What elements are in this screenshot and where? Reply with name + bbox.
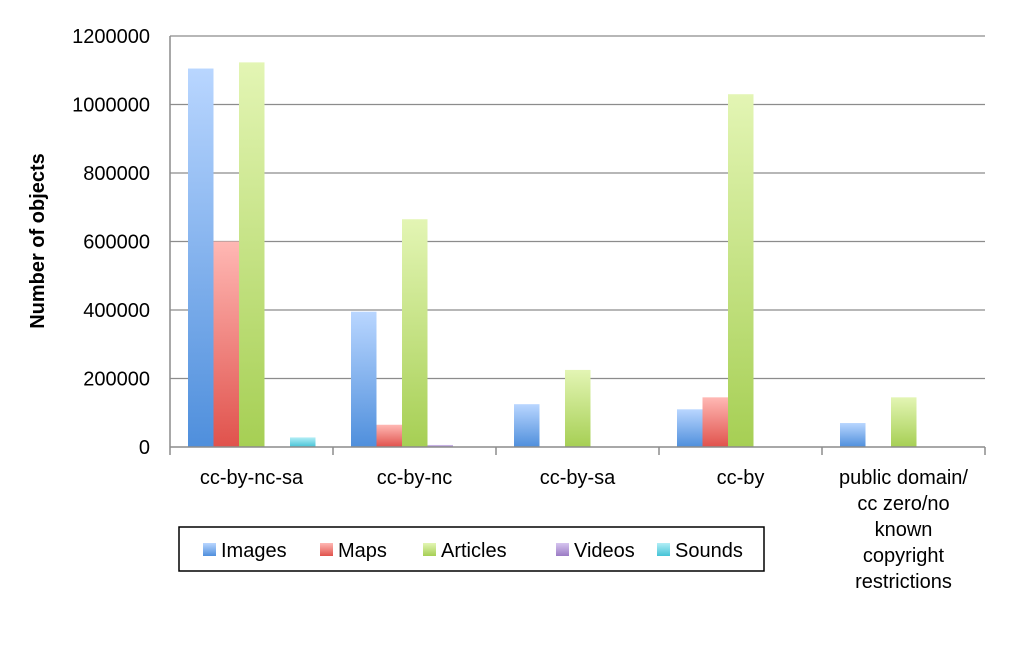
y-tick-label: 0: [139, 437, 150, 459]
gridlines: [170, 35, 985, 380]
legend-swatch: [203, 543, 216, 556]
y-tick-label: 1000000: [72, 95, 150, 117]
legend-swatch: [657, 543, 670, 556]
x-axis: cc-by-nc-sa cc-by-nc cc-by-sa cc-by public d…: [169, 36, 986, 593]
y-tick-label: 400000: [83, 300, 150, 322]
legend-swatch: [320, 543, 333, 556]
y-tick-label: 600000: [83, 232, 150, 254]
legend-label: Articles: [441, 540, 507, 562]
y-tick-label: 1200000: [72, 26, 150, 48]
legend-label: Maps: [338, 540, 387, 562]
legend-label: Images: [221, 540, 287, 562]
legend-swatch: [556, 543, 569, 556]
bar-maps-3: [702, 397, 728, 447]
bar-images-3: [677, 409, 703, 447]
x-tick-label: cc-by: [717, 467, 765, 489]
bar-videos-1: [427, 444, 453, 447]
legend-label: Sounds: [675, 540, 743, 562]
y-axis-ticks: 0 200000 400000 600000 800000 1000000 1200000: [72, 26, 150, 459]
legend: Images Maps Articles Videos Sounds: [178, 526, 765, 572]
bar-articles-1: [402, 219, 428, 447]
bars: [188, 62, 917, 448]
bar-articles-3: [728, 94, 754, 447]
x-tick-label: cc-by-sa: [540, 467, 616, 489]
bar-images-1: [351, 311, 377, 447]
bar-images-2: [514, 404, 540, 447]
bar-maps-1: [376, 424, 402, 447]
bar-articles-4: [891, 397, 917, 447]
y-tick-label: 200000: [83, 369, 150, 391]
y-tick-label: 800000: [83, 163, 150, 185]
bar-images-0: [188, 68, 214, 447]
bar-articles-2: [565, 369, 591, 447]
x-tick-label: cc-by-nc-sa: [200, 467, 304, 489]
legend-label: Videos: [574, 540, 635, 562]
y-axis-title: Number of objects: [27, 153, 49, 329]
x-tick-label: cc-by-nc: [377, 467, 453, 489]
x-tick-label: public domain/cc zero/no known copyright re…: [839, 467, 968, 593]
bar-sounds-0: [290, 437, 316, 447]
bar-articles-0: [239, 62, 265, 448]
bar-maps-0: [213, 241, 239, 447]
legend-swatch: [423, 543, 436, 556]
bar-images-4: [840, 423, 866, 447]
